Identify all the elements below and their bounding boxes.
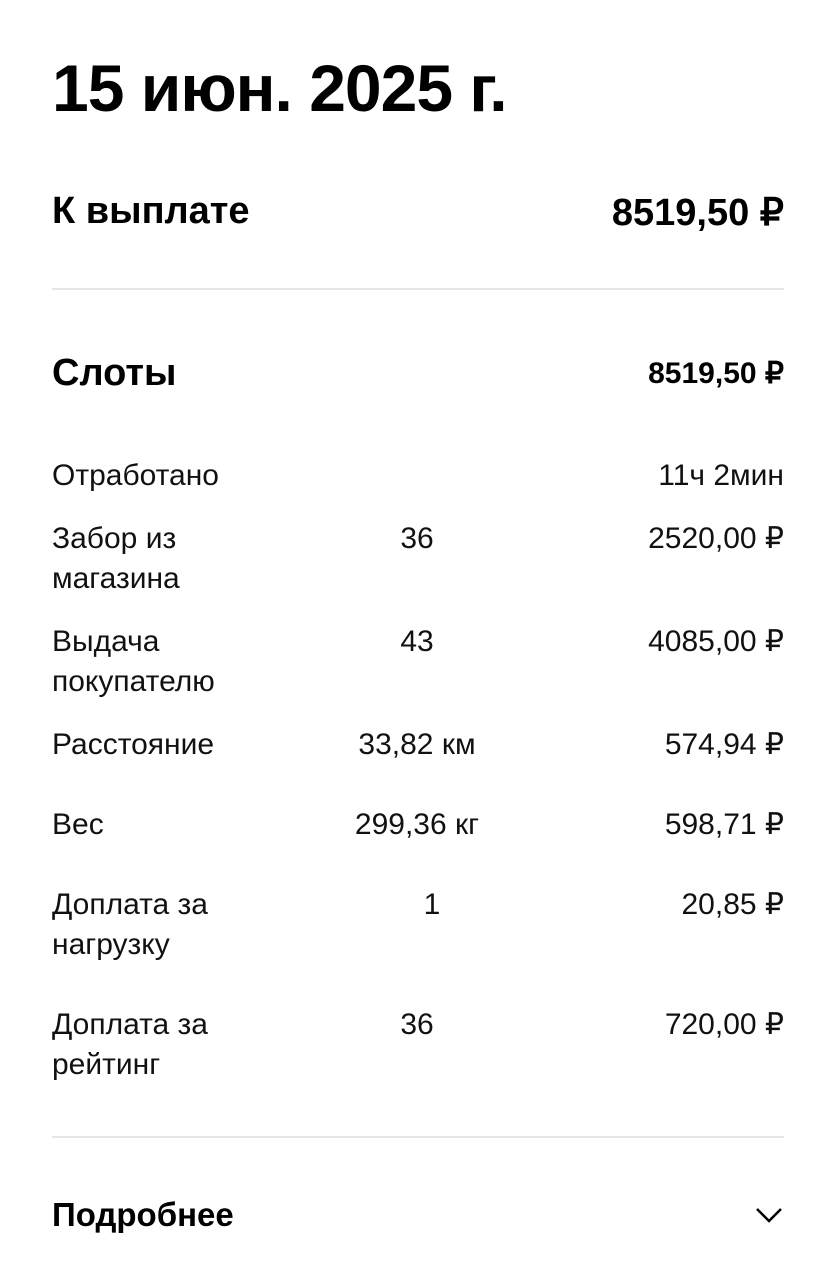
item-amount: 2520,00 ₽ xyxy=(648,522,784,555)
details-label: Подробнее xyxy=(52,1196,234,1233)
slots-label: Слоты xyxy=(52,352,177,394)
item-qty: 33,82 км xyxy=(358,728,476,761)
item-amount: 20,85 ₽ xyxy=(681,888,785,921)
item-amount: 4085,00 ₽ xyxy=(648,625,784,658)
item-qty: 1 xyxy=(423,888,441,921)
details-toggle[interactable]: Подробнее xyxy=(52,1196,784,1234)
payout-amount: 8519,50 ₽ xyxy=(611,192,784,234)
item-label: Расстояние xyxy=(52,728,215,761)
item-qty: 43 xyxy=(400,625,434,658)
chevron-down-icon xyxy=(756,1208,782,1223)
page-title: 15 июн. 2025 г. xyxy=(52,51,508,125)
divider xyxy=(52,288,784,290)
item-qty: 36 xyxy=(400,522,434,555)
slots-row: Слоты 8519,50 ₽ xyxy=(52,352,784,395)
item-amount: 574,94 ₽ xyxy=(664,728,784,761)
item-label: Забор из магазина xyxy=(52,522,180,595)
item-amount: 720,00 ₽ xyxy=(664,1008,784,1041)
payout-row: К выплате 8519,50 ₽ xyxy=(52,190,784,235)
payout-label: К выплате xyxy=(52,190,250,232)
item-label: Доплата за рейтинг xyxy=(52,1008,208,1081)
item-amount: 598,71 ₽ xyxy=(664,808,784,841)
divider xyxy=(52,1136,784,1138)
item-qty: 36 xyxy=(400,1008,434,1041)
item-qty: 299,36 кг xyxy=(354,808,480,841)
item-amount: 11ч 2мин xyxy=(658,459,784,492)
slots-amount: 8519,50 ₽ xyxy=(648,357,784,390)
item-label: Отработано xyxy=(52,459,219,492)
item-label: Вес xyxy=(52,808,104,841)
item-label: Выдача покупателю xyxy=(52,625,215,698)
item-label: Доплата за нагрузку xyxy=(52,888,208,961)
